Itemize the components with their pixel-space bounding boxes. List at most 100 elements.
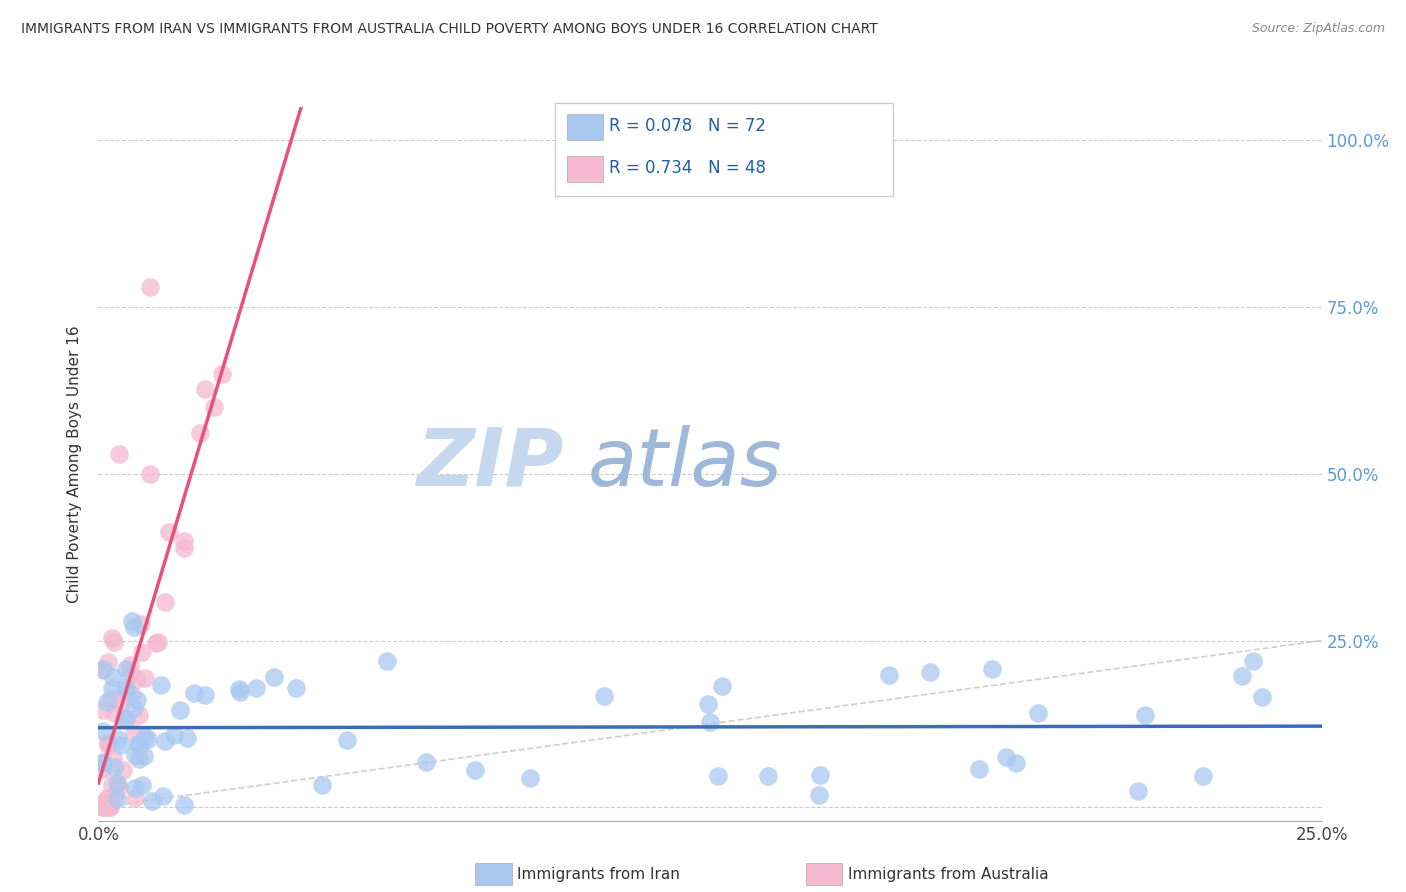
Point <box>153 595 176 609</box>
Point <box>97 739 120 753</box>
Point <box>91 796 114 810</box>
Point <box>519 771 541 785</box>
Point <box>131 778 153 792</box>
Point <box>132 749 155 764</box>
Point <box>141 794 163 808</box>
Point <box>115 683 138 698</box>
Point <box>91 797 114 812</box>
Point <box>710 679 733 693</box>
Point <box>108 447 131 461</box>
Point <box>128 739 150 753</box>
Point <box>122 620 145 634</box>
Point <box>967 762 990 776</box>
Point <box>699 715 721 730</box>
Point <box>91 663 114 677</box>
Point <box>103 635 125 649</box>
Point <box>96 695 118 709</box>
Point <box>104 788 127 802</box>
Text: R = 0.078   N = 72: R = 0.078 N = 72 <box>609 117 766 135</box>
Point <box>127 737 149 751</box>
Point <box>697 697 720 711</box>
Point <box>194 688 217 702</box>
Point <box>163 728 186 742</box>
Point <box>284 681 307 696</box>
Text: IMMIGRANTS FROM IRAN VS IMMIGRANTS FROM AUSTRALIA CHILD POVERTY AMONG BOYS UNDER: IMMIGRANTS FROM IRAN VS IMMIGRANTS FROM … <box>21 22 877 37</box>
Point <box>98 800 121 814</box>
Text: Source: ZipAtlas.com: Source: ZipAtlas.com <box>1251 22 1385 36</box>
Point <box>114 662 136 676</box>
Point <box>375 654 398 668</box>
Point <box>134 730 156 744</box>
Point <box>211 368 233 382</box>
Point <box>194 382 217 396</box>
Point <box>139 280 162 294</box>
Text: Immigrants from Australia: Immigrants from Australia <box>848 867 1049 881</box>
Point <box>124 791 146 805</box>
Point <box>125 693 148 707</box>
Point <box>91 702 114 716</box>
Point <box>91 762 114 776</box>
Point <box>100 690 122 705</box>
Point <box>228 681 250 696</box>
Point <box>245 681 267 695</box>
Point <box>593 690 616 704</box>
Point <box>136 731 159 746</box>
Text: ZIP: ZIP <box>416 425 564 503</box>
Point <box>97 655 120 669</box>
Point <box>807 788 830 802</box>
Point <box>464 764 486 778</box>
Point <box>97 800 120 814</box>
Point <box>707 769 730 783</box>
Point <box>1026 706 1049 720</box>
Point <box>183 685 205 699</box>
Point <box>263 670 285 684</box>
Point <box>128 752 150 766</box>
Point <box>134 671 156 685</box>
Point <box>150 678 173 692</box>
Point <box>91 800 114 814</box>
Point <box>153 734 176 748</box>
Point <box>122 726 145 740</box>
Point <box>114 712 136 726</box>
Point <box>91 663 114 677</box>
Point <box>112 711 135 725</box>
Point <box>176 731 198 746</box>
Point <box>1230 669 1253 683</box>
Point <box>128 708 150 723</box>
Point <box>131 645 153 659</box>
Point <box>101 632 124 646</box>
Point <box>877 667 900 681</box>
Point <box>311 778 333 792</box>
Text: atlas: atlas <box>588 425 783 503</box>
Point <box>105 792 128 806</box>
Point <box>920 665 942 680</box>
Point <box>120 666 142 681</box>
Point <box>101 750 124 764</box>
Point <box>91 755 114 769</box>
Point <box>1004 756 1026 771</box>
Point <box>110 739 132 753</box>
Point <box>173 533 195 548</box>
Point <box>96 791 118 805</box>
Point <box>415 756 437 770</box>
Point <box>1192 769 1215 783</box>
Point <box>1251 690 1274 704</box>
Point <box>111 763 134 777</box>
Point <box>110 697 132 711</box>
Point <box>100 779 122 793</box>
Point <box>91 800 114 814</box>
Point <box>108 780 131 794</box>
Point <box>122 701 145 715</box>
Point <box>981 662 1004 676</box>
Point <box>101 670 124 684</box>
Point <box>228 684 250 698</box>
Point <box>107 732 129 747</box>
Text: Immigrants from Iran: Immigrants from Iran <box>517 867 681 881</box>
Point <box>145 636 167 650</box>
Point <box>105 776 128 790</box>
Point <box>1128 783 1150 797</box>
Point <box>124 747 146 762</box>
Text: R = 0.734   N = 48: R = 0.734 N = 48 <box>609 159 766 177</box>
Point <box>91 756 114 771</box>
Point <box>336 732 359 747</box>
